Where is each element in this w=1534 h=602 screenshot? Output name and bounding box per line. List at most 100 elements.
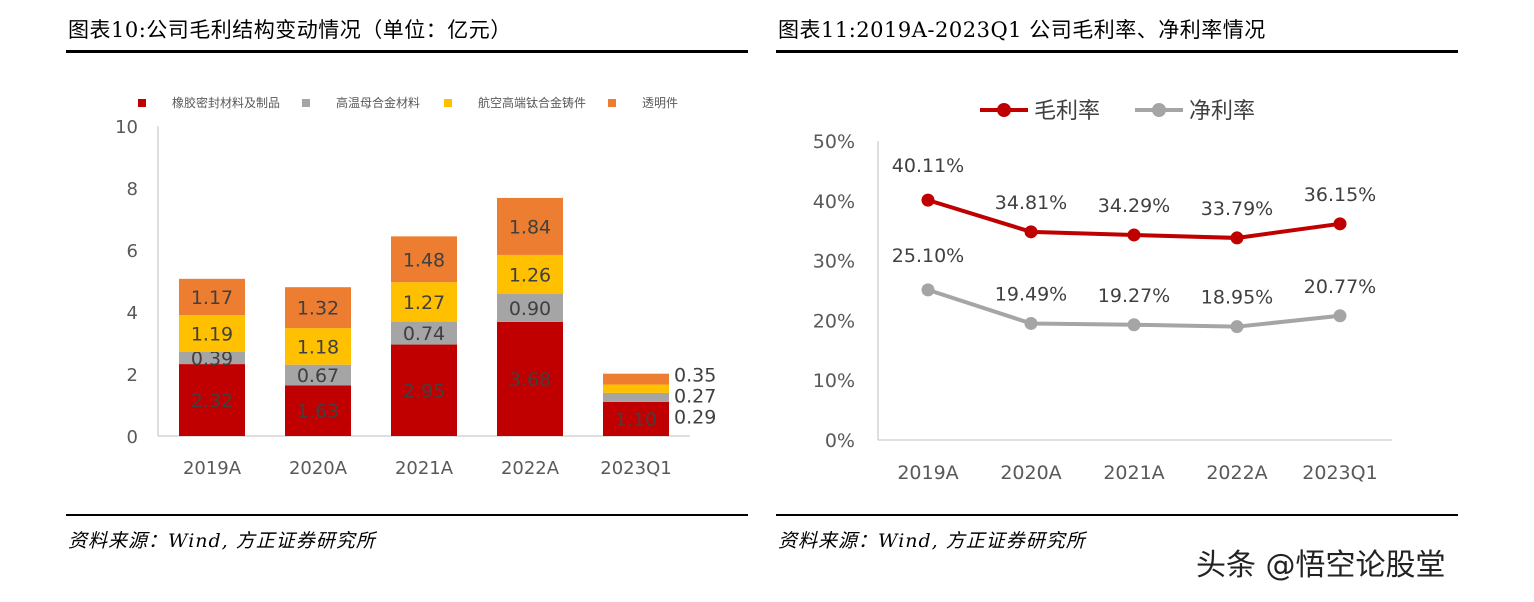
bar-segment: [603, 392, 669, 402]
data-point: [1230, 231, 1244, 245]
x-tick-label: 2020A: [289, 458, 348, 479]
bar-segment: [179, 364, 245, 436]
bar-segment: [391, 321, 457, 345]
data-label: 0.90: [509, 298, 551, 320]
bar-segment: [497, 321, 563, 436]
bar-segment: [285, 328, 351, 365]
y-tick-label: 40%: [813, 191, 855, 213]
y-tick-label: 30%: [813, 251, 855, 273]
bar-segment: [391, 344, 457, 436]
legend-label: 透明件: [642, 96, 678, 110]
bar-segment: [179, 278, 245, 316]
data-point: [921, 283, 935, 297]
data-label: 34.29%: [1098, 195, 1170, 217]
bar-segment: [603, 373, 669, 385]
bar-segment: [285, 364, 351, 386]
data-label: 0.74: [403, 323, 445, 345]
bar-segment: [285, 287, 351, 329]
data-label: 1.18: [297, 336, 339, 358]
legend-marker: [1152, 103, 1166, 117]
x-tick-label: 2019A: [897, 462, 958, 484]
legend-label: 橡胶密封材料及制品: [172, 95, 280, 110]
data-label: 1.26: [509, 264, 551, 286]
legend-label: 毛利率: [1034, 99, 1100, 124]
bar-segment: [603, 384, 669, 393]
legend-swatch: [444, 99, 452, 107]
left-source: 资料来源：Wind, 方正证券研究所: [68, 530, 376, 552]
data-label: 0.67: [297, 365, 339, 387]
data-label: 3.68: [509, 369, 551, 391]
data-label: 40.11%: [892, 155, 964, 177]
legend-marker: [997, 103, 1011, 117]
bar-segment: [391, 282, 457, 322]
data-label: 1.10: [615, 409, 657, 431]
y-tick-label: 0%: [825, 430, 855, 452]
data-label: 18.95%: [1201, 287, 1273, 309]
x-tick-label: 2020A: [1000, 462, 1061, 484]
legend-label: 净利率: [1189, 99, 1255, 124]
legend-swatch: [302, 99, 310, 107]
bar-segment: [497, 197, 563, 255]
data-label: 33.79%: [1201, 198, 1273, 220]
bar-segment: [391, 236, 457, 283]
right-chart-title: 图表11:2019A-2023Q1 公司毛利率、净利率情况: [778, 18, 1266, 42]
data-label: 1.32: [297, 298, 339, 320]
y-tick-label: 6: [127, 241, 138, 262]
data-label: 20.77%: [1304, 276, 1376, 298]
x-tick-label: 2021A: [1103, 462, 1164, 484]
divider: [66, 50, 748, 53]
data-label: 2.32: [191, 390, 233, 412]
right-source: 资料来源：Wind, 方正证券研究所: [778, 530, 1086, 552]
data-label: 1.48: [403, 249, 445, 271]
legend-label: 航空高端钛合金铸件: [478, 95, 586, 110]
data-label: 19.27%: [1098, 285, 1170, 307]
y-tick-label: 8: [127, 179, 138, 200]
bar-segment: [285, 385, 351, 436]
data-label: 1.27: [403, 292, 445, 314]
legend-swatch: [608, 99, 616, 107]
data-point: [1024, 316, 1038, 330]
data-label: 25.10%: [892, 245, 964, 267]
bar-segment: [179, 351, 245, 365]
data-point: [1127, 228, 1141, 242]
data-label: 1.84: [509, 216, 551, 238]
x-tick-label: 2022A: [1206, 462, 1267, 484]
legend-swatch: [138, 99, 146, 107]
data-label: 0.35: [674, 365, 716, 387]
y-tick-label: 20%: [813, 310, 855, 332]
data-label: 1.19: [191, 324, 233, 346]
bar-segment: [179, 315, 245, 352]
x-tick-label: 2019A: [183, 458, 242, 479]
bar-segment: [603, 401, 669, 436]
x-tick-label: 2021A: [395, 458, 454, 479]
y-tick-label: 0: [127, 427, 138, 448]
data-label: 2.95: [403, 380, 445, 402]
data-label: 1.17: [191, 287, 233, 309]
data-label: 0.27: [674, 386, 716, 408]
data-point: [1333, 309, 1347, 323]
data-point: [1127, 318, 1141, 332]
data-label: 36.15%: [1304, 184, 1376, 206]
x-tick-label: 2022A: [501, 458, 560, 479]
data-point: [1230, 320, 1244, 334]
data-label: 1.63: [297, 401, 339, 423]
data-label: 19.49%: [995, 283, 1067, 305]
bar-segment: [497, 294, 563, 322]
legend-label: 高温母合金材料: [336, 95, 420, 110]
bar-segment: [497, 254, 563, 295]
y-tick-label: 4: [127, 303, 138, 324]
watermark: 头条 @悟空论股堂: [1196, 548, 1446, 583]
x-tick-label: 2023Q1: [1302, 462, 1377, 484]
y-tick-label: 50%: [813, 131, 855, 153]
data-point: [921, 193, 935, 207]
data-label: 0.29: [674, 407, 716, 429]
y-tick-label: 10%: [813, 370, 855, 392]
divider: [776, 50, 1458, 53]
data-label: 34.81%: [995, 192, 1067, 214]
divider: [66, 514, 748, 516]
x-tick-label: 2023Q1: [600, 458, 671, 479]
data-point: [1333, 217, 1347, 231]
y-tick-label: 2: [127, 365, 138, 386]
data-point: [1024, 225, 1038, 239]
